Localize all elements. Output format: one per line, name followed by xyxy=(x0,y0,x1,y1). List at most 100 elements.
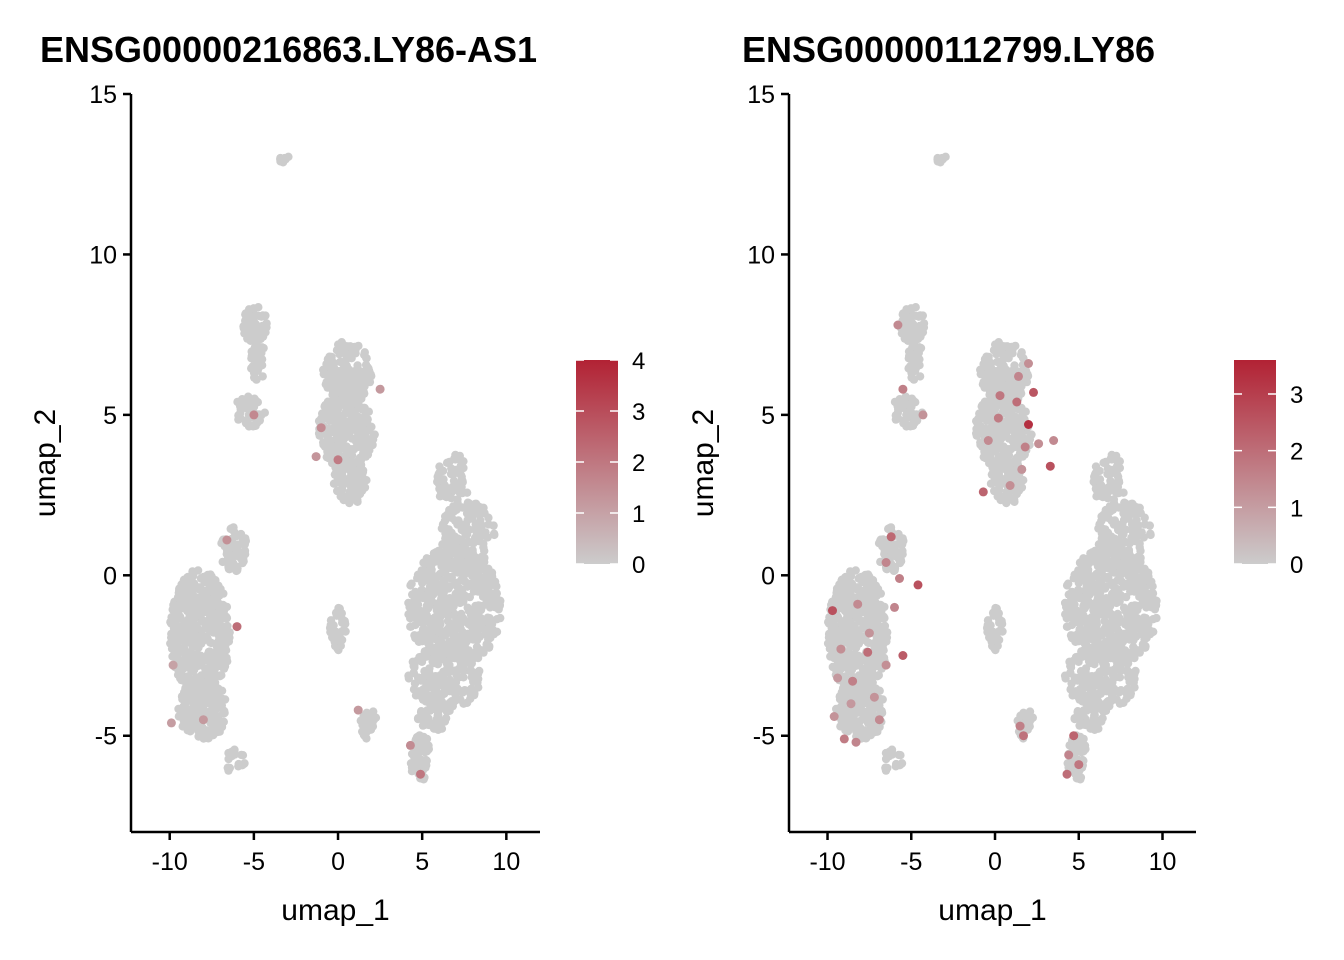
cell-point xyxy=(825,631,834,640)
cell-point xyxy=(1122,665,1132,675)
panel-ly86-as1: ENSG00000216863.LY86-AS1 -10 -5 0 5 10-50510… xyxy=(29,29,645,927)
cell-point xyxy=(1123,610,1132,620)
cell-point xyxy=(451,695,460,704)
cell-point xyxy=(428,694,437,703)
cell-point xyxy=(460,686,469,695)
cell-point xyxy=(477,509,486,518)
cell-point xyxy=(997,347,1006,356)
cell-point xyxy=(829,646,838,655)
cell-point xyxy=(983,616,993,625)
x-tick-label: 10 xyxy=(492,848,520,876)
cell-point xyxy=(458,503,467,512)
cell-point xyxy=(433,572,442,582)
cell-point xyxy=(885,747,894,756)
cell-point xyxy=(1114,632,1123,642)
cell-point xyxy=(477,646,486,655)
cell-point xyxy=(917,311,927,321)
cell-point xyxy=(476,572,485,581)
cell-point xyxy=(1006,410,1015,419)
cell-point xyxy=(427,555,436,565)
colorbar-tick-label: 0 xyxy=(632,552,645,579)
cell-point xyxy=(214,636,223,645)
cell-point xyxy=(332,410,341,419)
cell-point xyxy=(452,453,461,462)
y-tick-label: 5 xyxy=(761,402,775,430)
cell-point xyxy=(1062,614,1072,623)
cell-point xyxy=(444,551,453,560)
cell-point xyxy=(1104,513,1113,523)
expressed-cell-point xyxy=(853,599,863,609)
cell-point xyxy=(348,434,357,443)
expressed-cell-point xyxy=(198,715,208,725)
cell-point xyxy=(436,596,446,605)
cell-point xyxy=(428,622,437,631)
cell-point xyxy=(358,367,367,377)
cell-point xyxy=(326,616,336,625)
y-tick-label: 10 xyxy=(89,241,117,269)
cell-point xyxy=(452,615,461,624)
cell-point xyxy=(466,610,476,620)
cell-point xyxy=(452,666,461,676)
y-tick-label: 10 xyxy=(747,241,775,269)
cell-point xyxy=(435,468,444,478)
expressed-cell-point xyxy=(1049,436,1059,445)
cell-point xyxy=(427,585,436,594)
cell-point xyxy=(1112,589,1122,599)
cell-point xyxy=(993,492,1002,501)
expressed-cell-point xyxy=(886,532,896,542)
colorbar-tick-label: 0 xyxy=(1290,552,1303,579)
cell-point xyxy=(330,394,339,403)
cell-point xyxy=(998,355,1007,365)
cell-point xyxy=(367,371,376,381)
expressed-cell-point xyxy=(1015,721,1025,731)
cell-point xyxy=(1084,555,1093,565)
cell-point xyxy=(347,401,356,410)
cell-point xyxy=(324,435,333,444)
cell-point xyxy=(439,475,448,484)
cell-point xyxy=(214,716,223,726)
cell-point xyxy=(1092,625,1101,635)
cell-point xyxy=(880,546,889,555)
cell-point xyxy=(255,325,265,334)
cell-point xyxy=(441,705,450,714)
cell-point xyxy=(443,564,452,573)
expressed-cell-point xyxy=(1034,439,1044,449)
cell-point xyxy=(349,466,358,476)
cell-point xyxy=(1108,453,1117,462)
cell-point xyxy=(190,665,199,674)
cell-point xyxy=(1076,667,1086,676)
cell-point xyxy=(182,658,191,667)
cell-point xyxy=(441,524,450,533)
cell-point xyxy=(221,644,230,653)
cell-point xyxy=(1113,609,1122,619)
cell-point xyxy=(212,592,221,601)
cell-point xyxy=(1141,626,1150,635)
cell-point xyxy=(176,614,185,623)
cell-point xyxy=(843,720,853,730)
cell-point xyxy=(255,416,264,425)
cell-point xyxy=(444,605,453,614)
cell-point xyxy=(878,695,887,704)
cell-point xyxy=(238,395,247,404)
cell-point xyxy=(1070,714,1079,724)
cell-point xyxy=(258,372,267,381)
cell-point xyxy=(852,656,862,666)
colorbar-tick-label: 2 xyxy=(1290,439,1303,466)
colorbar-tick-label: 1 xyxy=(1290,495,1303,522)
cell-point xyxy=(1122,694,1131,703)
cell-point xyxy=(1094,643,1104,652)
cell-point xyxy=(1116,686,1126,695)
cell-point xyxy=(347,389,356,398)
y-tick-label: 0 xyxy=(761,562,775,590)
cell-point xyxy=(1107,695,1116,704)
expressed-cell-point xyxy=(333,455,343,465)
cell-point xyxy=(463,582,472,591)
cell-point xyxy=(991,457,1001,466)
expressed-cell-point xyxy=(839,734,849,744)
expressed-cell-point xyxy=(316,423,326,433)
cell-point xyxy=(449,598,459,608)
expressed-cell-point xyxy=(232,622,242,632)
cell-point xyxy=(1002,497,1011,507)
cell-point xyxy=(1100,551,1110,560)
cell-point xyxy=(1125,570,1135,580)
